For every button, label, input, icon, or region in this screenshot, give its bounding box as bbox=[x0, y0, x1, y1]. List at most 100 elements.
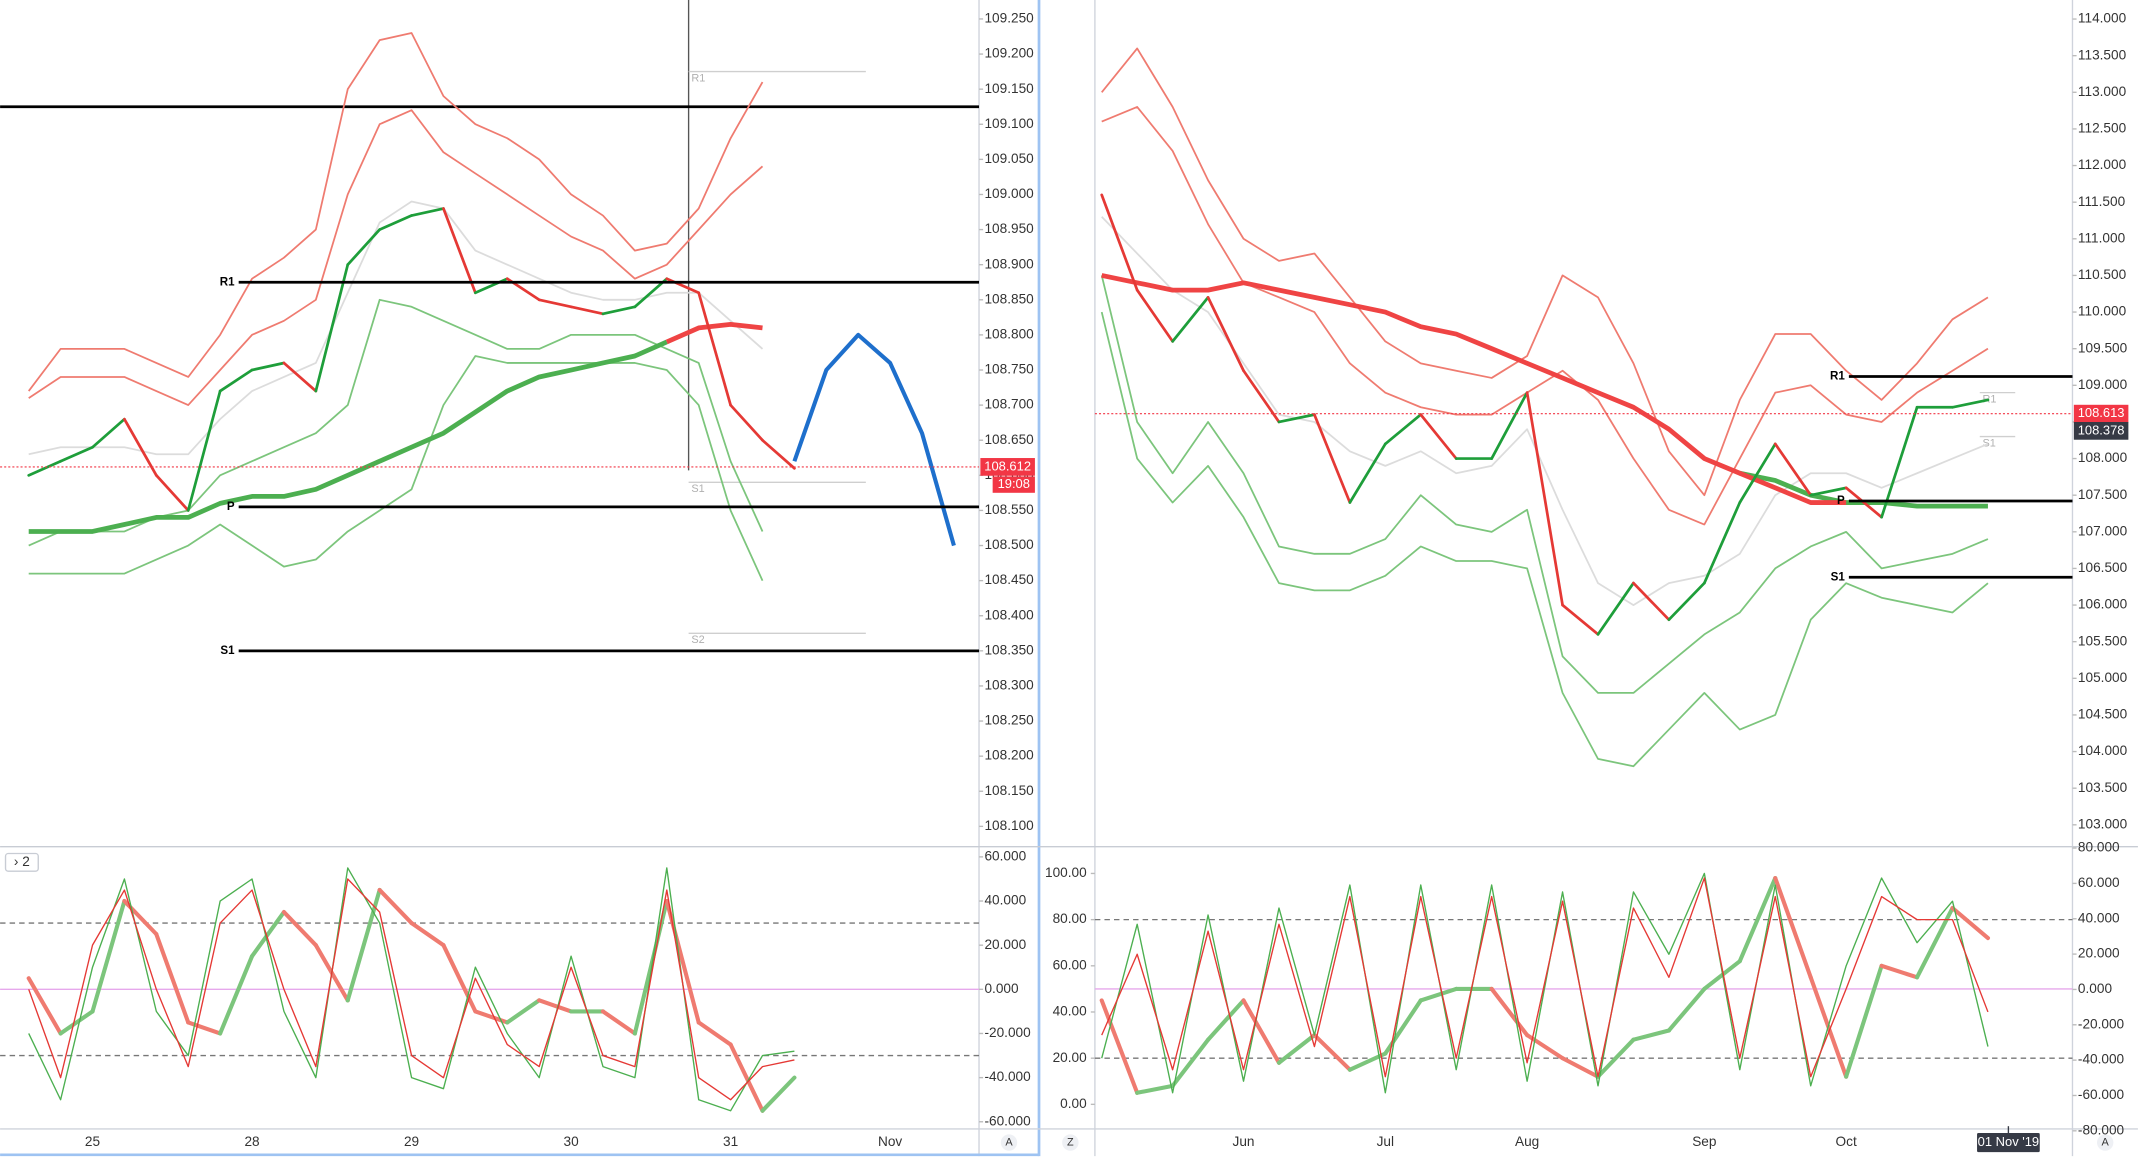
series-line bbox=[1100, 311, 1989, 768]
minor-level-label: S1 bbox=[1982, 437, 1995, 449]
x-tick-label: 25 bbox=[85, 1134, 100, 1149]
y-tick-label: 108.500 bbox=[984, 537, 1034, 552]
y-tick-label: 104.000 bbox=[2078, 743, 2128, 758]
y-tick-label: 109.100 bbox=[984, 116, 1034, 131]
price-segment bbox=[1418, 986, 1459, 1003]
price-segment bbox=[728, 1042, 765, 1113]
price-segment bbox=[1525, 391, 1564, 607]
price-segment bbox=[1561, 603, 1600, 636]
price-segment bbox=[1171, 296, 1210, 343]
price-segment bbox=[473, 1009, 510, 1025]
price-segment bbox=[1560, 1056, 1601, 1079]
x-tick-label: Aug bbox=[1515, 1134, 1539, 1149]
series-line bbox=[28, 339, 668, 534]
y-tick-label: 113.000 bbox=[2078, 84, 2127, 99]
price-segment bbox=[1773, 876, 1813, 980]
auto-button[interactable]: A bbox=[1005, 1136, 1013, 1148]
price-segment bbox=[1099, 998, 1140, 1095]
y-tick-label: 105.500 bbox=[2078, 633, 2128, 648]
y-tick-label: 108.100 bbox=[984, 818, 1034, 833]
series-line bbox=[792, 332, 956, 547]
price-segment bbox=[186, 389, 222, 512]
auto-button[interactable]: A bbox=[2102, 1136, 2110, 1148]
zoom-button[interactable]: Z bbox=[1067, 1136, 1074, 1148]
price-segment bbox=[1135, 1083, 1175, 1095]
y-tick-label: 108.850 bbox=[984, 291, 1034, 306]
minor-level-label: S1 bbox=[691, 483, 704, 495]
price-segment bbox=[154, 473, 190, 512]
price-tag-bg bbox=[2073, 404, 2129, 423]
indicator-toggle-box[interactable] bbox=[4, 852, 39, 872]
series-line bbox=[1100, 275, 1989, 694]
y-tick-label: 105.000 bbox=[2078, 670, 2128, 685]
price-segment bbox=[1313, 413, 1352, 504]
price-segment bbox=[154, 932, 191, 1025]
y-tick-label: 108.950 bbox=[984, 221, 1034, 236]
auto-button-bg[interactable] bbox=[2097, 1134, 2114, 1151]
y-tick-label: 108.900 bbox=[984, 256, 1034, 271]
y-tick-label: -80.000 bbox=[2078, 1122, 2125, 1137]
auto-button-bg[interactable] bbox=[1000, 1134, 1018, 1151]
price-segment bbox=[696, 1020, 733, 1047]
pivot-label: R1 bbox=[1830, 371, 1845, 383]
price-segment bbox=[1666, 986, 1707, 1033]
price-segment bbox=[91, 417, 126, 449]
price-tag: 108.612 bbox=[984, 458, 1031, 473]
y-tick-label: 107.500 bbox=[2078, 487, 2128, 502]
y-tick-label: 109.250 bbox=[984, 11, 1034, 26]
series-line bbox=[665, 321, 763, 345]
price-segment bbox=[1206, 998, 1246, 1042]
y-tick-label: 0.000 bbox=[984, 981, 1019, 996]
countdown-bg bbox=[992, 476, 1035, 493]
price-segment bbox=[123, 417, 158, 477]
price-segment bbox=[378, 214, 413, 231]
y-tick-label: 108.550 bbox=[984, 502, 1034, 517]
minor-level-label: S2 bbox=[691, 634, 704, 646]
y-tick-label: 108.650 bbox=[984, 432, 1034, 447]
y-tick-label: 110.000 bbox=[2078, 304, 2127, 319]
price-segment bbox=[59, 445, 94, 463]
pivot-label: S1 bbox=[220, 645, 235, 657]
pivot-label: P bbox=[227, 501, 235, 513]
series-line bbox=[1101, 273, 1847, 505]
price-segment bbox=[1773, 442, 1813, 497]
y-tick-label: -40.000 bbox=[2078, 1052, 2125, 1067]
y-tick-label: 104.500 bbox=[2078, 707, 2128, 722]
x-tick-label: Oct bbox=[1836, 1134, 1857, 1149]
price-segment bbox=[1844, 963, 1884, 1079]
price-segment bbox=[409, 921, 446, 948]
y-tick-label: 108.250 bbox=[984, 713, 1034, 728]
price-segment bbox=[1241, 998, 1282, 1065]
y-tick-label: 109.500 bbox=[2078, 340, 2128, 355]
minor-level-label: R1 bbox=[691, 72, 705, 84]
zoom-button-bg[interactable] bbox=[1062, 1134, 1079, 1151]
y-tick-label: 20.00 bbox=[1053, 1050, 1088, 1065]
price-segment bbox=[249, 910, 286, 959]
indicator-toggle[interactable]: › 2 bbox=[14, 854, 30, 869]
price-segment bbox=[1490, 391, 1529, 460]
series-line bbox=[28, 109, 764, 406]
y-tick-label: 111.500 bbox=[2078, 194, 2126, 209]
y-tick-label: -60.000 bbox=[984, 1113, 1031, 1128]
minor-level-label: R1 bbox=[1982, 393, 1996, 405]
price-segment bbox=[505, 998, 542, 1025]
y-tick-label: 107.000 bbox=[2078, 523, 2128, 538]
y-tick-label: 60.000 bbox=[984, 848, 1026, 863]
y-tick-label: 80.000 bbox=[2078, 840, 2120, 855]
y-tick-label: 106.500 bbox=[2078, 560, 2128, 575]
price-segment bbox=[345, 887, 382, 1003]
countdown: 19:08 bbox=[998, 476, 1030, 491]
series-line bbox=[1101, 47, 1989, 497]
price-segment bbox=[281, 910, 318, 948]
time-cursor-bg bbox=[1977, 1133, 2040, 1153]
y-tick-label: 103.000 bbox=[2078, 816, 2128, 831]
y-tick-label: 108.700 bbox=[984, 397, 1034, 412]
y-tick-label: 108.450 bbox=[984, 572, 1034, 587]
y-tick-label: 109.000 bbox=[984, 186, 1034, 201]
y-tick-label: 80.00 bbox=[1053, 911, 1088, 926]
y-tick-label: 100.00 bbox=[1045, 865, 1087, 880]
price-segment bbox=[1951, 398, 1990, 409]
price-segment bbox=[537, 998, 574, 1014]
